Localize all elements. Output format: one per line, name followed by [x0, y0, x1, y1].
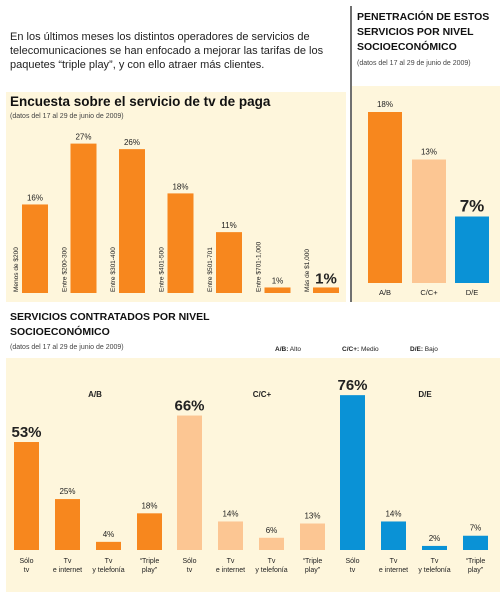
services-bar — [177, 415, 202, 550]
services-value-label: 76% — [337, 377, 367, 394]
services-category-label: tv — [187, 567, 193, 574]
survey-value-label: 11% — [221, 221, 236, 230]
services-category-label: play” — [142, 567, 158, 574]
services-category-label: “Triple — [303, 558, 323, 565]
penetration-bar — [455, 216, 489, 283]
survey-bar — [216, 232, 242, 293]
services-bar — [259, 537, 284, 550]
survey-category-label: Entre $301-400 — [110, 247, 117, 292]
survey-value-label: 1% — [315, 270, 337, 287]
services-category-label: “Triple — [140, 558, 160, 565]
services-category-label: Sólo — [345, 558, 359, 565]
services-bar — [463, 535, 488, 550]
survey-chart: 16% Menos de $200 27% Entre $200-300 26% Entr… — [13, 133, 339, 293]
penetration-category-label: D/E — [466, 288, 479, 297]
survey-chart-title: Encuesta sobre el servicio de tv de paga — [10, 94, 271, 109]
penetration-chart-subtitle: (datos del 17 al 29 de junio de 2009) — [357, 60, 471, 67]
services-category-label: tv — [350, 567, 356, 574]
services-value-label: 53% — [11, 424, 41, 441]
survey-bar — [167, 193, 194, 293]
survey-bar — [264, 287, 291, 293]
services-bar — [218, 521, 243, 550]
services-chart-title: SERVICIOS CONTRATADOS POR NIVEL SOCIOECO… — [10, 311, 210, 338]
services-category-label: e internet — [216, 567, 245, 574]
services-category-label: tv — [24, 567, 30, 574]
survey-value-label: 16% — [27, 193, 43, 202]
services-category-label: “Triple — [466, 558, 486, 565]
services-category-label: y telefonía — [92, 567, 124, 574]
survey-chart-subtitle: (datos del 17 al 29 de junio de 2009) — [10, 113, 124, 120]
services-category-label: Sólo — [19, 558, 33, 565]
penetration-category-label: C/C+ — [420, 288, 438, 297]
services-value-label: 7% — [470, 524, 482, 533]
survey-category-label: Entre $701-1,000 — [256, 241, 263, 292]
penetration-chart: 18% A/B 13% C/C+ 7% D/E — [368, 100, 489, 297]
services-bar — [96, 541, 121, 550]
intro-text: En los últimos meses los distintos opera… — [10, 31, 324, 71]
services-value-label: 18% — [141, 501, 157, 510]
services-value-label: 14% — [385, 509, 401, 518]
services-group-label: A/B — [88, 390, 102, 399]
services-category-label: Tv — [227, 558, 235, 565]
services-category-label: Sólo — [182, 558, 196, 565]
survey-category-label: Más de $1,000 — [304, 249, 311, 292]
services-panel — [6, 358, 500, 592]
survey-category-label: Entre $501-701 — [207, 247, 214, 292]
services-value-label: 13% — [304, 512, 320, 521]
services-category-label: play” — [305, 567, 321, 574]
services-bar — [14, 442, 39, 550]
services-group-label: C/C+ — [253, 390, 272, 399]
survey-bar — [70, 143, 97, 293]
services-chart-subtitle: (datos del 17 al 29 de junio de 2009) — [10, 344, 124, 351]
penetration-category-label: A/B — [379, 288, 391, 297]
penetration-value-label: 13% — [421, 148, 437, 157]
penetration-value-label: 18% — [377, 100, 393, 109]
services-value-label: 4% — [103, 530, 115, 539]
services-category-label: Tv — [390, 558, 398, 565]
services-bar — [340, 395, 365, 550]
penetration-bar — [412, 159, 446, 283]
services-legend-item: C/C+: Medio — [342, 346, 379, 353]
services-category-label: y telefonía — [418, 567, 450, 574]
services-bar — [381, 521, 406, 550]
services-bar — [55, 499, 80, 550]
services-bar — [422, 545, 447, 550]
survey-category-label: Menos de $200 — [13, 247, 20, 292]
services-category-label: Tv — [105, 558, 113, 565]
services-category-label: Tv — [64, 558, 72, 565]
survey-value-label: 1% — [272, 276, 284, 285]
survey-bar — [119, 149, 145, 293]
survey-category-label: Entre $401-500 — [159, 247, 166, 292]
services-value-label: 66% — [174, 398, 204, 415]
penetration-chart-title: PENETRACIÓN DE ESTOS SERVICIOS POR NIVEL… — [357, 11, 490, 53]
services-category-label: y telefonía — [255, 567, 287, 574]
services-value-label: 25% — [59, 487, 75, 496]
survey-category-label: Entre $200-300 — [62, 247, 69, 292]
services-category-label: e internet — [53, 567, 82, 574]
services-bar — [137, 513, 162, 550]
survey-value-label: 18% — [172, 182, 188, 191]
services-category-label: Tv — [268, 558, 276, 565]
penetration-bar — [368, 112, 402, 283]
services-legend-item: A/B: Alto — [275, 346, 301, 353]
services-value-label: 2% — [429, 534, 441, 543]
services-group-label: D/E — [418, 390, 432, 399]
services-bar — [300, 523, 325, 550]
services-category-label: e internet — [379, 567, 408, 574]
survey-value-label: 27% — [75, 133, 91, 142]
survey-value-label: 26% — [124, 138, 140, 147]
services-value-label: 6% — [266, 526, 278, 535]
services-chart: A/B: Alto C/C+: Medio D/E: Bajo A/B 53% Sólo t… — [11, 346, 488, 574]
services-value-label: 14% — [222, 509, 238, 518]
services-legend-item: D/E: Bajo — [410, 346, 438, 353]
services-category-label: play” — [468, 567, 484, 574]
survey-bar — [22, 204, 48, 293]
penetration-value-label: 7% — [460, 197, 485, 216]
services-category-label: Tv — [431, 558, 439, 565]
survey-bar — [313, 287, 339, 293]
